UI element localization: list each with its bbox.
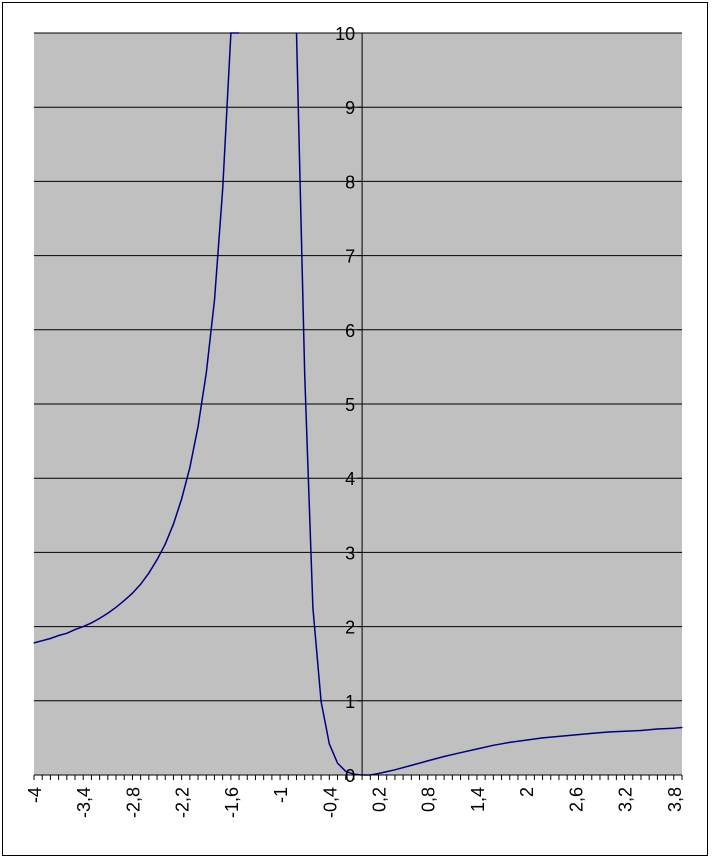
- data-point: [656, 728, 658, 730]
- data-point: [82, 626, 84, 628]
- series-1: [33, 32, 240, 644]
- data-point: [140, 583, 142, 585]
- data-point: [213, 299, 216, 301]
- data-point: [131, 592, 134, 594]
- y-tick-label: 5: [345, 395, 355, 415]
- x-tick-label: -4: [25, 787, 45, 803]
- x-tick-label: 3,2: [616, 787, 636, 812]
- data-point: [205, 372, 207, 374]
- data-point: [238, 32, 240, 34]
- data-point: [189, 467, 191, 469]
- y-tick-label: 2: [345, 618, 355, 638]
- data-point: [164, 543, 166, 545]
- data-point: [74, 628, 76, 631]
- data-point: [328, 743, 330, 745]
- data-point: [607, 731, 609, 733]
- y-tick-label: 10: [335, 24, 355, 44]
- data-point: [492, 744, 494, 746]
- data-point: [320, 700, 322, 703]
- data-point: [115, 606, 117, 608]
- data-point: [574, 734, 576, 736]
- x-tick-labels: -4 -3,4 -2,8 -2,2 -1,6 -1 -0,4 0,2 0,8 1,4 2 2,6 3,2…: [25, 787, 685, 818]
- x-tick-label: 2: [517, 787, 537, 797]
- y-tick-labels: 0 1 2 3 4 5 6 7 8 9 10: [335, 24, 355, 786]
- y-tick-label: 9: [345, 98, 355, 118]
- x-tick-label: 3,8: [665, 787, 685, 812]
- data-point: [459, 752, 462, 754]
- x-tick-label: 0,8: [419, 787, 439, 812]
- data-point: [681, 726, 683, 729]
- data-point: [181, 498, 183, 500]
- x-tick-label: 0,2: [370, 787, 390, 812]
- data-point: [541, 737, 544, 739]
- data-point: [230, 32, 232, 34]
- data-point: [66, 632, 68, 634]
- data-point: [427, 760, 429, 762]
- data-point: [197, 425, 199, 427]
- data-point: [99, 617, 101, 620]
- x-tick-label: -0,4: [320, 787, 340, 818]
- data-point: [591, 732, 593, 735]
- data-point: [49, 637, 52, 640]
- y-tick-label: 4: [345, 469, 355, 489]
- data-point: [623, 730, 626, 732]
- data-point: [123, 600, 125, 602]
- data-point: [509, 741, 511, 743]
- x-tick-label: -1: [271, 787, 291, 803]
- data-point: [394, 769, 396, 771]
- series-2: [295, 32, 683, 776]
- data-point: [304, 373, 306, 375]
- data-point: [156, 559, 158, 561]
- x-tick-label: -2,2: [173, 787, 193, 818]
- data-point: [558, 735, 560, 738]
- data-point: [525, 739, 527, 741]
- data-point: [410, 764, 412, 766]
- x-tick-label: -1,6: [222, 787, 242, 818]
- data-point: [377, 772, 380, 775]
- series-line: [33, 32, 240, 644]
- x-tick-label: -2,8: [123, 787, 143, 818]
- series-layer: [33, 32, 683, 776]
- data-point: [443, 755, 445, 758]
- series-line: [295, 32, 683, 776]
- y-tick-label: 3: [345, 543, 355, 563]
- axes: [33, 32, 683, 780]
- y-tick-label: 0: [345, 766, 355, 786]
- data-point: [58, 634, 60, 637]
- data-point: [640, 729, 642, 732]
- x-tick-label: 1,4: [468, 787, 488, 812]
- y-tick-label: 8: [345, 172, 355, 192]
- y-tick-label: 6: [345, 321, 355, 341]
- data-point: [90, 622, 93, 624]
- x-tick-label: -3,4: [74, 787, 94, 818]
- data-point: [345, 770, 347, 772]
- x-tick-label: 2,6: [566, 787, 586, 812]
- data-point: [336, 762, 339, 764]
- data-point: [148, 572, 150, 574]
- data-point: [295, 32, 298, 34]
- y-tick-label: 1: [345, 692, 355, 712]
- data-point: [673, 727, 675, 729]
- data-point: [41, 640, 43, 642]
- data-point: [312, 607, 314, 609]
- data-point: [222, 188, 224, 190]
- y-tick-label: 7: [345, 247, 355, 267]
- data-point: [172, 523, 175, 525]
- data-point: [107, 612, 109, 614]
- data-point: [33, 642, 35, 644]
- data-point: [476, 748, 478, 750]
